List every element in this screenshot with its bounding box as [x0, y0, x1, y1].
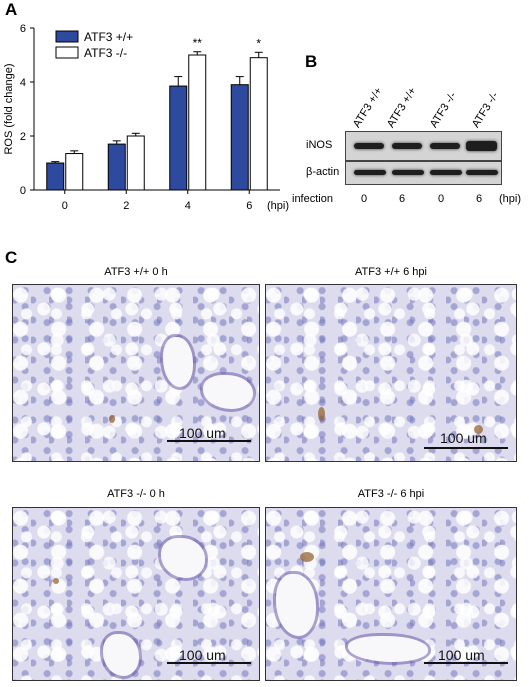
- panel-label-c: C: [5, 248, 18, 267]
- blot-lane-label: ATF3 +/+: [350, 85, 385, 130]
- airway-lumen: [103, 634, 139, 676]
- blot-band: [466, 170, 498, 175]
- stained-cell: [318, 407, 325, 421]
- stained-cell: [474, 425, 483, 434]
- actin-blot: [345, 161, 502, 185]
- legend-label: ATF3 -/-: [84, 46, 127, 60]
- micrograph-atf3-ko-0h: 100 um: [12, 507, 260, 681]
- infection-value: 6: [475, 193, 483, 205]
- x-axis-unit: (hpi): [267, 200, 289, 212]
- inos-blot: [345, 131, 502, 161]
- ros-bar-chart: 0 2 4 6 ROS (fold change) 0 2 ** 4 * 6 (hpi) ATF3 +/…: [3, 23, 289, 212]
- blot-band: [392, 170, 424, 175]
- scale-bar: [167, 440, 251, 442]
- blot-band: [354, 170, 386, 175]
- micrograph-atf3-ko-6hpi: 100 um: [265, 507, 517, 681]
- airway-lumen: [161, 538, 205, 578]
- bar: [249, 57, 268, 191]
- blot-band: [354, 143, 384, 149]
- bar: [169, 85, 188, 191]
- micrograph-title: ATF3 -/- 0 h: [107, 488, 165, 500]
- y-tick-label: 2: [20, 131, 26, 143]
- blot-band: [430, 143, 460, 149]
- scale-bar: [424, 662, 508, 664]
- y-tick-label: 6: [20, 23, 26, 35]
- blot-band: [392, 143, 422, 149]
- x-tick-label: 4: [185, 200, 191, 212]
- blot-row-label-inos: iNOS: [306, 139, 333, 151]
- infection-value: 0: [360, 193, 368, 205]
- blot-lane-label: ATF3 -/-: [427, 90, 459, 130]
- airway-lumen: [348, 636, 428, 662]
- micrograph-title: ATF3 +/+ 6 hpi: [355, 266, 427, 278]
- blot-band: [466, 141, 497, 151]
- blot-row-label-actin: β-actin: [306, 166, 340, 178]
- scale-bar-label: 100 um: [179, 647, 226, 663]
- stained-cell: [53, 578, 59, 584]
- scale-bar-label: 100 um: [440, 430, 487, 446]
- airway-lumen: [276, 574, 316, 636]
- stained-cell: [109, 415, 115, 423]
- significance-mark: *: [256, 36, 261, 50]
- panel-label-a: A: [5, 0, 18, 19]
- airway-lumen: [163, 337, 193, 387]
- legend-swatch: [55, 46, 79, 59]
- legend-swatch: [55, 30, 79, 43]
- scale-bar-label: 100 um: [179, 425, 226, 441]
- infection-unit: (hpi): [499, 193, 522, 205]
- y-tick-label: 0: [20, 185, 26, 197]
- x-tick-label: 0: [62, 200, 68, 212]
- infection-label: infection: [292, 193, 333, 205]
- legend-label: ATF3 +/+: [84, 30, 133, 44]
- micrograph-title: ATF3 -/- 6 hpi: [357, 488, 425, 500]
- blot-band: [430, 170, 462, 175]
- panel-label-b: B: [305, 52, 318, 71]
- scale-bar: [424, 447, 508, 449]
- x-tick-label: 2: [123, 200, 129, 212]
- bar: [65, 153, 84, 191]
- bar: [126, 135, 145, 191]
- micrograph-atf3-wt-0h: 100 um: [12, 284, 260, 462]
- stained-cell: [300, 552, 314, 562]
- scale-bar: [167, 662, 251, 664]
- micrograph-title: ATF3 +/+ 0 h: [104, 266, 168, 278]
- x-tick-label: 6: [246, 200, 252, 212]
- airway-lumen: [203, 375, 253, 409]
- y-axis-label: ROS (fold change): [3, 63, 15, 154]
- blot-lane-label: ATF3 -/-: [469, 90, 501, 130]
- infection-value: 0: [437, 193, 445, 205]
- bar: [188, 54, 207, 191]
- infection-value: 6: [398, 193, 406, 205]
- y-tick-label: 4: [20, 77, 26, 89]
- bar: [230, 84, 249, 191]
- blot-lane-label: ATF3 +/+: [384, 85, 419, 130]
- significance-mark: **: [193, 36, 203, 50]
- scale-bar-label: 100 um: [438, 647, 485, 663]
- micrograph-atf3-wt-6hpi: 100 um: [265, 284, 517, 462]
- bar: [107, 143, 126, 191]
- bar: [46, 162, 65, 191]
